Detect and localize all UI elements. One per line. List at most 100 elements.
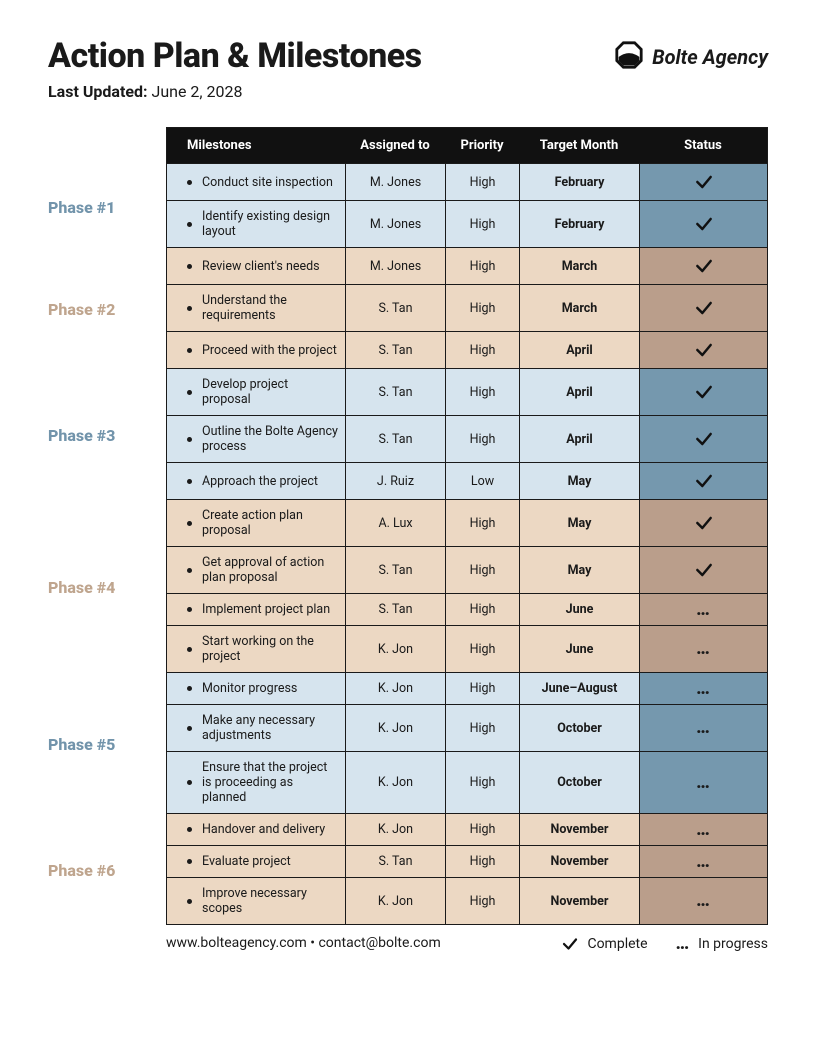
header: Action Plan & Milestones Last Updated: J…	[48, 36, 768, 101]
ellipsis-icon: …	[676, 939, 691, 949]
check-icon	[694, 429, 714, 449]
cell-milestone: Improve necessary scopes	[167, 878, 345, 924]
cell-priority: High	[445, 846, 519, 877]
cell-target: April	[519, 332, 639, 368]
col-priority: Priority	[445, 128, 519, 163]
cell-milestone: Review client's needs	[167, 248, 345, 284]
cell-assigned: S. Tan	[345, 594, 445, 625]
cell-target: May	[519, 463, 639, 499]
milestone-text: Understand the requirements	[202, 293, 339, 323]
milestone-text: Proceed with the project	[202, 343, 337, 358]
cell-assigned: K. Jon	[345, 673, 445, 704]
check-icon	[694, 298, 714, 318]
check-icon	[694, 382, 714, 402]
title-block: Action Plan & Milestones Last Updated: J…	[48, 36, 422, 101]
cell-assigned: M. Jones	[345, 248, 445, 284]
cell-assigned: S. Tan	[345, 332, 445, 368]
cell-assigned: K. Jon	[345, 878, 445, 924]
bullet-icon	[187, 521, 192, 526]
cell-status	[639, 248, 767, 284]
table-row: Improve necessary scopesK. JonHighNovemb…	[167, 877, 767, 924]
cell-status	[639, 369, 767, 415]
table-row: Start working on the projectK. JonHighJu…	[167, 625, 767, 672]
table-row: Implement project planS. TanHighJune…	[167, 593, 767, 625]
cell-assigned: S. Tan	[345, 846, 445, 877]
footer-legend: Complete … In progress	[561, 935, 768, 953]
cell-target: June	[519, 594, 639, 625]
ellipsis-icon: …	[696, 605, 711, 615]
cell-assigned: S. Tan	[345, 369, 445, 415]
cell-milestone: Handover and delivery	[167, 814, 345, 845]
cell-target: March	[519, 285, 639, 331]
milestone-text: Outline the Bolte Agency process	[202, 424, 339, 454]
col-milestones: Milestones	[167, 128, 345, 163]
bullet-icon	[187, 222, 192, 227]
table-row: Develop project proposalS. TanHighApril	[167, 368, 767, 415]
cell-assigned: K. Jon	[345, 626, 445, 672]
milestone-text: Monitor progress	[202, 681, 297, 696]
cell-priority: Low	[445, 463, 519, 499]
check-icon	[694, 340, 714, 360]
bullet-icon	[187, 686, 192, 691]
cell-status	[639, 547, 767, 593]
cell-priority: High	[445, 878, 519, 924]
cell-target: June–August	[519, 673, 639, 704]
cell-target: February	[519, 164, 639, 200]
cell-assigned: M. Jones	[345, 201, 445, 247]
cell-target: April	[519, 416, 639, 462]
legend-progress: … In progress	[676, 936, 768, 952]
table-row: Make any necessary adjustmentsK. JonHigh…	[167, 704, 767, 751]
cell-milestone: Implement project plan	[167, 594, 345, 625]
check-icon	[694, 513, 714, 533]
phase-label: Phase #6	[48, 859, 115, 880]
milestone-text: Evaluate project	[202, 854, 291, 869]
cell-milestone: Proceed with the project	[167, 332, 345, 368]
cell-target: October	[519, 705, 639, 751]
cell-assigned: J. Ruiz	[345, 463, 445, 499]
bullet-icon	[187, 899, 192, 904]
cell-priority: High	[445, 332, 519, 368]
logo-text: Bolte Agency	[652, 45, 768, 69]
bullet-icon	[187, 180, 192, 185]
table-row: Approach the projectJ. RuizLowMay	[167, 462, 767, 499]
milestone-text: Create action plan proposal	[202, 508, 339, 538]
ellipsis-icon: …	[696, 723, 711, 733]
cell-target: November	[519, 878, 639, 924]
cell-target: March	[519, 248, 639, 284]
cell-milestone: Conduct site inspection	[167, 164, 345, 200]
cell-status: …	[639, 814, 767, 845]
phase-label: Phase #3	[48, 424, 115, 445]
cell-target: October	[519, 752, 639, 813]
cell-milestone: Monitor progress	[167, 673, 345, 704]
cell-priority: High	[445, 416, 519, 462]
bullet-icon	[187, 647, 192, 652]
cell-assigned: A. Lux	[345, 500, 445, 546]
col-target: Target Month	[519, 128, 639, 163]
table-row: Conduct site inspectionM. JonesHighFebru…	[167, 163, 767, 200]
check-icon	[694, 560, 714, 580]
ellipsis-icon: …	[696, 684, 711, 694]
bullet-icon	[187, 780, 192, 785]
page-title: Action Plan & Milestones	[48, 36, 422, 76]
milestone-text: Identify existing design layout	[202, 209, 339, 239]
cell-priority: High	[445, 369, 519, 415]
milestone-text: Develop project proposal	[202, 377, 339, 407]
cell-target: June	[519, 626, 639, 672]
cell-assigned: M. Jones	[345, 164, 445, 200]
cell-status	[639, 463, 767, 499]
cell-priority: High	[445, 673, 519, 704]
cell-assigned: K. Jon	[345, 705, 445, 751]
cell-target: May	[519, 547, 639, 593]
cell-priority: High	[445, 164, 519, 200]
cell-status	[639, 332, 767, 368]
cell-status	[639, 500, 767, 546]
legend-complete: Complete	[561, 935, 647, 953]
table-row: Create action plan proposalA. LuxHighMay	[167, 499, 767, 546]
ellipsis-icon: …	[696, 825, 711, 835]
cell-target: April	[519, 369, 639, 415]
check-icon	[694, 471, 714, 491]
cell-priority: High	[445, 285, 519, 331]
ellipsis-icon: …	[696, 857, 711, 867]
cell-assigned: S. Tan	[345, 547, 445, 593]
table-row: Handover and deliveryK. JonHighNovember…	[167, 813, 767, 845]
